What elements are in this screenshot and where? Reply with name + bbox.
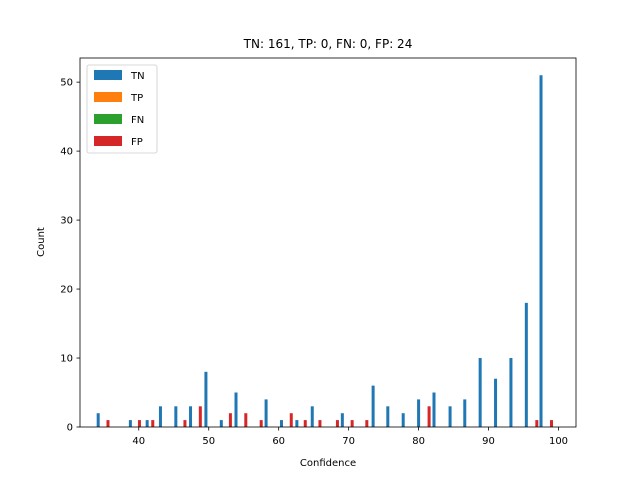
bar-fp-0 <box>106 420 110 427</box>
bar-tn-1 <box>128 420 132 427</box>
x-tick-label-70: 70 <box>342 436 355 447</box>
y-tick-label-20: 20 <box>60 285 73 296</box>
bar-tn-9 <box>264 399 268 427</box>
y-tick-label-0: 0 <box>67 423 73 434</box>
bar-tn-21 <box>478 358 482 427</box>
bar-fp-1 <box>137 420 141 427</box>
bar-tn-11 <box>295 420 299 427</box>
bar-fp-15 <box>535 420 539 427</box>
bar-tn-6 <box>204 371 208 427</box>
bar-tn-2 <box>145 420 149 427</box>
legend-label-tp: TP <box>130 93 143 104</box>
bar-tn-12 <box>310 406 314 427</box>
y-tick-label-30: 30 <box>60 216 73 227</box>
bar-tn-20 <box>463 399 467 427</box>
bar-fp-7 <box>259 420 263 427</box>
bars-layer <box>96 75 554 428</box>
bar-fp-2 <box>151 420 155 427</box>
bar-tn-8 <box>234 392 238 427</box>
legend-label-fn: FN <box>131 115 144 126</box>
x-tick-label-90: 90 <box>482 436 495 447</box>
bar-tn-16 <box>401 413 405 427</box>
bar-fp-9 <box>303 420 307 427</box>
x-tick-label-80: 80 <box>412 436 425 447</box>
legend-swatch-fn <box>94 114 122 124</box>
bar-tn-15 <box>386 406 390 427</box>
bar-fp-5 <box>228 413 232 427</box>
bar-tn-0 <box>96 413 100 427</box>
x-tick-label-100: 100 <box>549 436 568 447</box>
bar-fp-14 <box>427 406 431 427</box>
x-axis-title: Confidence <box>300 458 356 469</box>
legend-swatch-tp <box>94 92 122 102</box>
legend-frame <box>86 64 158 154</box>
bar-fp-4 <box>198 406 202 427</box>
bar-fp-12 <box>350 420 354 427</box>
y-tick-label-10: 10 <box>60 354 73 365</box>
bar-fp-10 <box>318 420 322 427</box>
bar-tn-10 <box>279 420 283 427</box>
axes-layer: 40 50 60 70 80 90 100 0 10 20 30 40 50 <box>60 57 577 447</box>
legend-swatch-fp <box>94 136 122 146</box>
bar-tn-19 <box>448 406 452 427</box>
bar-fp-16 <box>550 420 554 427</box>
bar-tn-23 <box>509 358 513 427</box>
y-axis-title: Count <box>36 227 47 257</box>
bar-tn-7 <box>219 420 223 427</box>
bar-fp-8 <box>289 413 293 427</box>
x-tick-label-40: 40 <box>132 436 145 447</box>
bar-tn-25 <box>539 75 543 428</box>
y-tick-label-40: 40 <box>60 147 73 158</box>
bar-tn-24 <box>524 302 528 427</box>
bar-tn-22 <box>494 378 498 427</box>
bar-fp-11 <box>335 420 339 427</box>
legend-swatch-tn <box>94 70 122 80</box>
bar-fp-3 <box>183 420 187 427</box>
bar-tn-14 <box>371 385 375 427</box>
x-tick-label-50: 50 <box>202 436 215 447</box>
bar-tn-17 <box>417 399 421 427</box>
bar-tn-13 <box>340 413 344 427</box>
bar-tn-4 <box>174 406 178 427</box>
legend-label-fp: FP <box>131 137 143 148</box>
bar-tn-5 <box>189 406 193 427</box>
legend: TN TP FN FP <box>86 64 158 154</box>
bar-fp-13 <box>365 420 369 427</box>
plot-frame <box>79 57 577 428</box>
x-tick-label-60: 60 <box>272 436 285 447</box>
legend-label-tn: TN <box>130 71 145 82</box>
bar-fp-6 <box>244 413 248 427</box>
y-tick-label-50: 50 <box>60 78 73 89</box>
bar-tn-18 <box>432 392 436 427</box>
bar-tn-3 <box>158 406 162 427</box>
chart-title: TN: 161, TP: 0, FN: 0, FP: 24 <box>243 37 413 51</box>
